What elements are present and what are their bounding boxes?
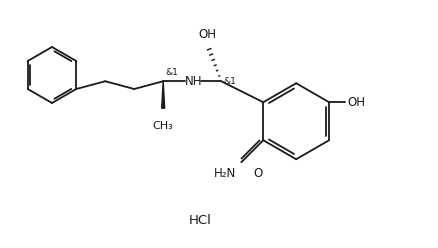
Polygon shape xyxy=(162,81,165,108)
Text: NH: NH xyxy=(184,75,202,88)
Text: HCl: HCl xyxy=(189,214,212,226)
Text: OH: OH xyxy=(198,28,216,41)
Text: OH: OH xyxy=(347,96,365,109)
Text: &1: &1 xyxy=(165,68,178,77)
Text: &1: &1 xyxy=(223,77,236,86)
Text: H₂N: H₂N xyxy=(214,167,236,180)
Text: O: O xyxy=(253,167,262,180)
Text: CH₃: CH₃ xyxy=(153,121,173,131)
